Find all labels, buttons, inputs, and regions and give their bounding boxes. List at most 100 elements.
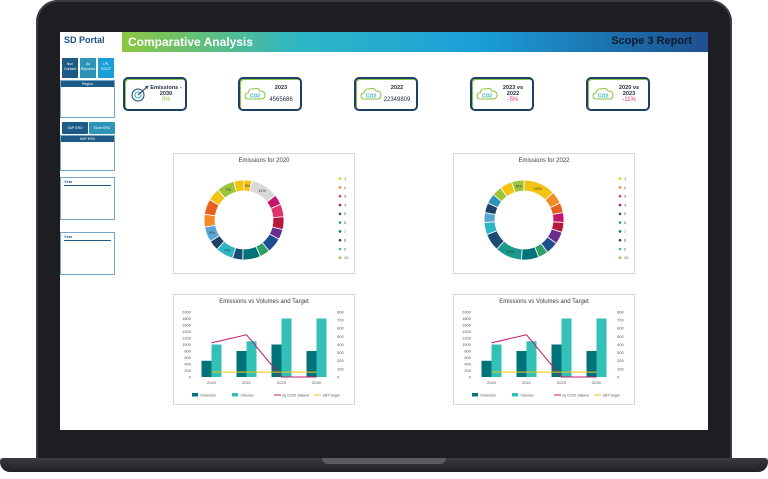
y-axis-left-tick: 200: [464, 368, 471, 373]
y-axis-right-tick: 500: [337, 334, 344, 339]
legend-marker: [338, 186, 342, 189]
y-axis-right-tick: 0: [337, 374, 340, 379]
y-axis-right-tick: 800: [337, 309, 344, 314]
intensity-line[interactable]: [491, 334, 597, 378]
y-axis-left-tick: 1800: [182, 316, 192, 321]
legend-label: 10: [624, 255, 629, 260]
emissions-bar[interactable]: [481, 360, 492, 377]
legend-marker: [618, 256, 622, 260]
svg-text:CO2: CO2: [366, 94, 377, 100]
y-axis-right-tick: 0: [617, 374, 620, 379]
y-axis-left-tick: 1200: [462, 335, 472, 340]
volumes-bar[interactable]: [596, 318, 607, 378]
sap-eru-slicer[interactable]: SAP ERU: [60, 135, 115, 171]
volumes-bar[interactable]: [246, 341, 257, 377]
region-slicer[interactable]: Region: [60, 80, 115, 118]
volumes-bar[interactable]: [526, 341, 537, 377]
volumes-bar[interactable]: [316, 318, 327, 378]
combo-chart-left[interactable]: Emissions vs Volumes and Target 2000 1800…: [173, 294, 355, 405]
legend-label: Volumes: [521, 393, 534, 397]
legend-label: kg CO2/t material: [563, 393, 590, 397]
y-axis-right-tick: 100: [337, 366, 344, 371]
kpi-label: 2023 vs 2022: [502, 85, 524, 97]
volumes-bar[interactable]: [211, 344, 222, 378]
y-axis-left-tick: 200: [184, 368, 191, 373]
legend-marker: [338, 221, 342, 224]
emissions-bar[interactable]: [551, 344, 562, 378]
filter-button-lpl[interactable]: LPL SCCF: [98, 58, 114, 78]
xlore-eru-button[interactable]: Xlore ERU: [89, 122, 115, 134]
donut-slice[interactable]: [233, 179, 245, 193]
y-axis-left-tick: 1600: [182, 322, 192, 327]
co2-cloud-icon: CO2: [244, 87, 266, 100]
portal-screen: SD Portal Comparative Analysis Scope 3 R…: [60, 32, 708, 430]
intensity-line[interactable]: [211, 334, 317, 378]
y-axis-left-tick: 1800: [462, 316, 472, 321]
sap-eru-button[interactable]: SAP ERU: [62, 122, 88, 134]
donut-chart-2022[interactable]: Emissions for 2022 13% 11% 5% 1 2 3 4 5 6 7 8 9 10: [453, 153, 635, 274]
year-slicer-2[interactable]: Year: [60, 232, 115, 275]
year-slicer-1-label: Year: [64, 179, 73, 184]
x-axis-tick: 2021: [522, 380, 532, 385]
year-slicer-2-line: [64, 240, 111, 241]
donut-slice[interactable]: [511, 179, 525, 193]
co2-cloud-icon: CO2: [476, 87, 498, 100]
app-logo[interactable]: SD Portal: [64, 35, 105, 45]
kpi-label: Emissions - 2030: [150, 85, 182, 97]
chart-title: Emissions for 2022: [518, 158, 570, 164]
emissions-bar[interactable]: [586, 351, 597, 377]
kpi-value: -5%: [507, 97, 519, 103]
laptop-base: [0, 458, 768, 472]
y-axis-left-tick: 600: [464, 355, 471, 360]
slice-data-label: 5%: [209, 230, 215, 235]
legend-label: SBTI target: [323, 393, 340, 397]
year-slicer-1[interactable]: Year: [60, 177, 115, 220]
y-axis-left-tick: 0: [469, 374, 472, 379]
emissions-bar[interactable]: [236, 351, 247, 377]
donut-chart-2022-plot: 13% 11% 5% 1 2 3 4 5 6 7 8 9 10: [483, 176, 629, 261]
emissions-bar[interactable]: [516, 351, 527, 377]
legend-label: Volumes: [241, 393, 254, 397]
emissions-bar[interactable]: [271, 344, 282, 378]
volumes-bar[interactable]: [281, 318, 292, 378]
emissions-bar[interactable]: [306, 351, 317, 377]
y-axis-right-tick: 300: [617, 350, 624, 355]
kpi-card-2022: CO2 2022 22349809: [354, 77, 418, 111]
slice-data-label: 5%: [516, 183, 522, 188]
emissions-bar[interactable]: [201, 360, 212, 377]
volumes-bar[interactable]: [561, 318, 572, 378]
legend-marker: [338, 194, 342, 198]
legend-label: Emissions: [201, 393, 217, 397]
volumes-bar[interactable]: [491, 344, 502, 378]
legend-label: 6: [344, 220, 347, 225]
kpi-label: 2022: [390, 85, 404, 91]
svg-text:CO2: CO2: [250, 94, 261, 100]
donut-slice[interactable]: [203, 213, 216, 228]
x-axis-tick: 2023: [277, 380, 287, 385]
legend-label: 5: [624, 211, 627, 216]
legend-label: SBTI target: [603, 393, 620, 397]
y-axis-left-tick: 2000: [182, 309, 192, 314]
kpi-label: 2020 vs 2023: [618, 85, 640, 97]
x-axis-tick: 2030: [592, 380, 602, 385]
donut-slice[interactable]: [552, 212, 565, 223]
kpi-label: 2023: [274, 85, 288, 91]
legend-marker: [618, 247, 622, 251]
y-axis-right-tick: 500: [617, 334, 624, 339]
combo-chart-right[interactable]: Emissions vs Volumes and Target 2000 1800…: [453, 294, 635, 405]
legend-label: 6: [624, 220, 627, 225]
slice-data-label: 11%: [506, 249, 514, 254]
y-axis-left-tick: 800: [464, 348, 471, 353]
title-bar: Comparative Analysis Scope 3 Report: [122, 32, 708, 52]
legend-label: 2: [624, 185, 627, 190]
y-axis-left-tick: 400: [184, 361, 191, 366]
filter-button-as-reported[interactable]: As Reported: [80, 58, 96, 78]
target-arrow-icon: [131, 85, 149, 102]
donut-chart-2020[interactable]: Emissions for 2020 3% 11% 7% 5% 7% 1 2 3 4 5 6 7 8 9 1…: [173, 153, 355, 274]
legend-label: 8: [344, 238, 347, 243]
legend-swatch: [192, 393, 198, 397]
y-axis-right-tick: 600: [617, 326, 624, 331]
legend-label: 4: [344, 202, 347, 207]
y-axis-left-tick: 0: [189, 374, 192, 379]
filter-button-non-contact[interactable]: Non Contact: [62, 58, 78, 78]
